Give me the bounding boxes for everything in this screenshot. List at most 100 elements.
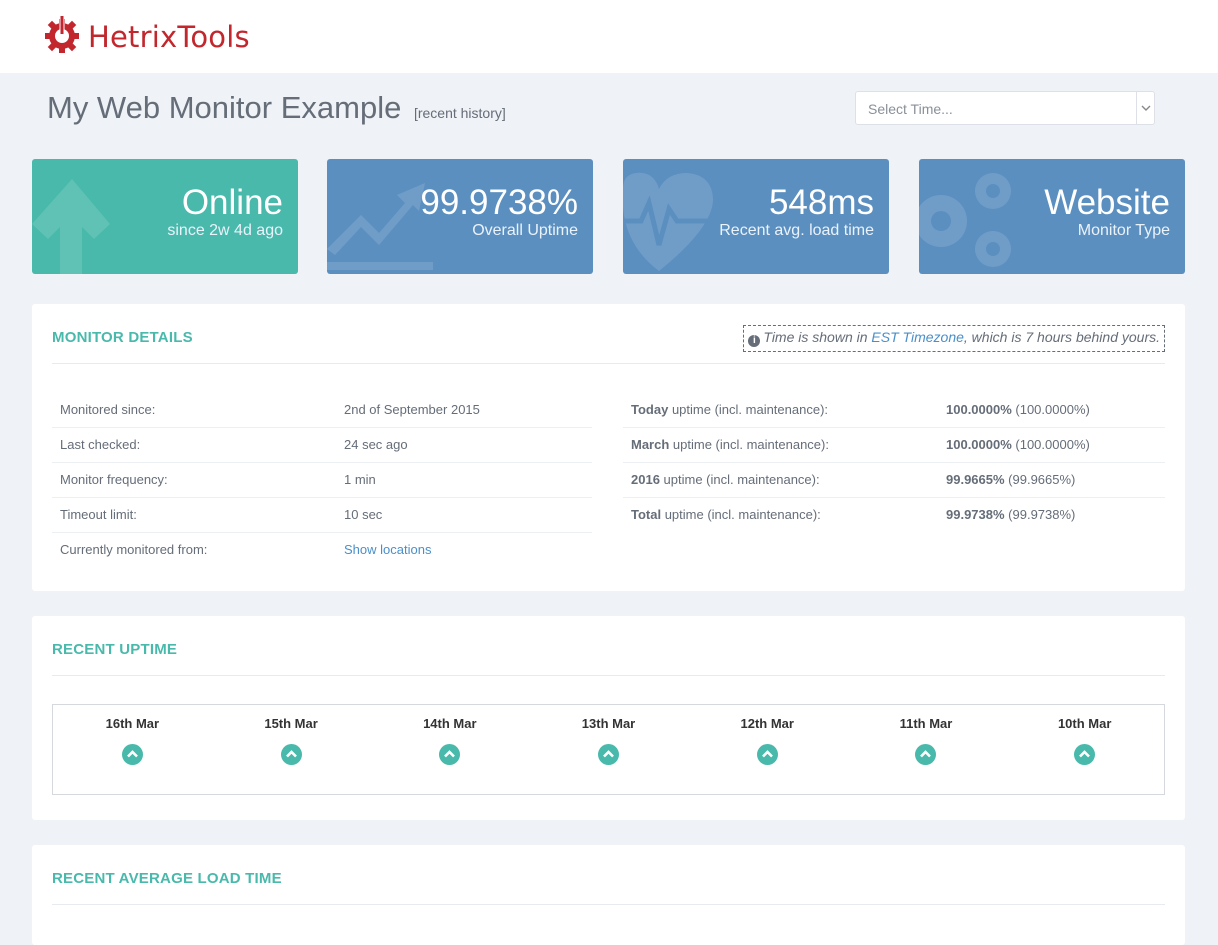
day-label: 11th Mar [899, 716, 953, 731]
wrench-gear-icon [44, 14, 80, 59]
time-select-placeholder: Select Time... [868, 101, 953, 117]
stat-label: Monitor Type [1077, 222, 1170, 239]
day-status: 16th Mar [53, 705, 212, 794]
table-row: Today uptime (incl. maintenance): 100.000… [623, 392, 1165, 428]
stat-label: Overall Uptime [472, 222, 578, 239]
day-label: 15th Mar [264, 716, 318, 731]
row-value: 99.9665% (99.9665%) [938, 462, 1165, 498]
row-label: Last checked: [52, 427, 336, 463]
page-title: My Web Monitor Example [recent history] [47, 90, 506, 126]
day-status: 14th Mar [370, 705, 529, 794]
stat-label: Recent avg. load time [719, 222, 874, 239]
row-label: Timeout limit: [52, 497, 336, 533]
stat-value: Website [1044, 183, 1170, 222]
timezone-link[interactable]: EST Timezone [871, 329, 964, 345]
row-label: Total uptime (incl. maintenance): [623, 497, 938, 532]
day-status: 12th Mar [688, 705, 847, 794]
stat-load-time: 548ms Recent avg. load time [623, 159, 889, 274]
chevron-up-icon[interactable] [915, 744, 937, 765]
top-bar: HetrixTools [0, 0, 1218, 73]
chevron-up-icon[interactable] [280, 744, 302, 765]
row-value-sub: (99.9738%) [1004, 507, 1076, 523]
row-value: 2nd of September 2015 [336, 392, 592, 428]
day-status: 13th Mar [529, 705, 688, 794]
load-time-panel: RECENT AVERAGE LOAD TIME [32, 845, 1185, 945]
stat-value: 548ms [768, 183, 874, 222]
chevron-down-icon[interactable] [1136, 92, 1154, 124]
stat-status: Online since 2w 4d ago [32, 159, 298, 274]
row-label-text: uptime (incl. maintenance): [661, 507, 821, 523]
row-value-sub: (100.0000%) [1011, 401, 1090, 417]
table-row: March uptime (incl. maintenance): 100.000… [623, 427, 1165, 463]
chevron-up-icon[interactable] [598, 744, 620, 765]
row-period: March [631, 437, 670, 452]
day-label: 13th Mar [581, 716, 636, 731]
day-label: 10th Mar [1057, 716, 1112, 731]
day-label: 12th Mar [740, 716, 794, 731]
row-value-sub: (100.0000%) [1011, 437, 1090, 452]
row-value-main: 100.0000% [946, 401, 1012, 417]
row-value: 24 sec ago [336, 427, 592, 463]
row-period: 2016 [631, 472, 660, 487]
brand-logo[interactable]: HetrixTools [44, 14, 250, 59]
row-label: Monitor frequency: [52, 462, 336, 498]
row-value: 100.0000% (100.0000%) [938, 427, 1165, 463]
chevron-up-icon[interactable] [121, 744, 143, 765]
panel-title: MONITOR DETAILS [52, 329, 193, 346]
heartbeat-icon [623, 159, 743, 274]
row-label-text: uptime (incl. maintenance): [669, 437, 829, 452]
row-label: 2016 uptime (incl. maintenance): [623, 462, 938, 498]
table-row: Monitor frequency: 1 min [52, 462, 592, 498]
row-value: 10 sec [336, 497, 592, 533]
row-label-text: uptime (incl. maintenance): [659, 472, 820, 487]
row-value: 1 min [336, 462, 592, 498]
row-value-main: 99.9665% [946, 472, 1005, 487]
uptime-days: 16th Mar 15th Mar 14th Mar 13th Mar 12th… [52, 704, 1165, 795]
table-row: Timeout limit: 10 sec [52, 497, 592, 533]
row-label-text: uptime (incl. maintenance): [668, 401, 829, 417]
page-subtitle: [recent history] [413, 105, 506, 121]
divider [52, 675, 1165, 676]
stat-value: Online [181, 183, 283, 222]
gears-icon [919, 159, 1039, 274]
table-row: Total uptime (incl. maintenance): 99.9738… [623, 497, 1165, 532]
table-row: Last checked: 24 sec ago [52, 427, 592, 463]
day-label: 14th Mar [423, 716, 477, 731]
recent-uptime-panel: RECENT UPTIME 16th Mar 15th Mar 14th Mar… [32, 616, 1185, 820]
stat-value: 99.9738% [420, 183, 578, 222]
stat-monitor-type: Website Monitor Type [919, 159, 1185, 274]
row-value-main: 100.0000% [946, 437, 1012, 452]
time-select[interactable]: Select Time... [855, 91, 1155, 125]
brand-name: HetrixTools [88, 19, 250, 54]
row-value-main: 99.9738% [946, 507, 1005, 523]
row-label: Currently monitored from: [60, 542, 208, 558]
table-row: 2016 uptime (incl. maintenance): 99.9665%… [623, 462, 1165, 498]
table-row: Monitored since: 2nd of September 2015 [52, 392, 592, 428]
row-value-sub: (99.9665%) [1004, 472, 1076, 487]
timezone-note-suffix: , which is 7 hours behind yours. [963, 329, 1160, 345]
divider [52, 363, 1165, 364]
chevron-up-icon[interactable] [756, 744, 778, 765]
row-value: 99.9738% (99.9738%) [938, 497, 1165, 532]
row-label: Monitored since: [52, 392, 336, 428]
timezone-note-prefix: Time is shown in [763, 329, 872, 345]
show-locations-link[interactable]: Show locations [344, 542, 432, 558]
day-label: 16th Mar [105, 716, 160, 731]
day-status: 10th Mar [1005, 705, 1164, 794]
monitor-details-panel: MONITOR DETAILS i Time is shown in EST Ti… [32, 304, 1185, 591]
stat-uptime: 99.9738% Overall Uptime [327, 159, 593, 274]
row-period: Total [631, 507, 662, 523]
uptime-summary-table: Today uptime (incl. maintenance): 100.000… [623, 392, 1165, 532]
row-label: Today uptime (incl. maintenance): [623, 392, 938, 428]
row-label: March uptime (incl. maintenance): [623, 427, 938, 463]
divider [52, 904, 1165, 905]
day-status: 15th Mar [212, 705, 371, 794]
row-period: Today [631, 401, 669, 417]
chevron-up-icon[interactable] [1074, 744, 1096, 765]
panel-title: RECENT AVERAGE LOAD TIME [52, 870, 282, 887]
arrow-up-icon [32, 159, 152, 274]
panel-title: RECENT UPTIME [52, 641, 178, 658]
trend-chart-icon [327, 159, 447, 274]
chevron-up-icon[interactable] [439, 744, 461, 765]
day-status: 11th Mar [847, 705, 1006, 794]
